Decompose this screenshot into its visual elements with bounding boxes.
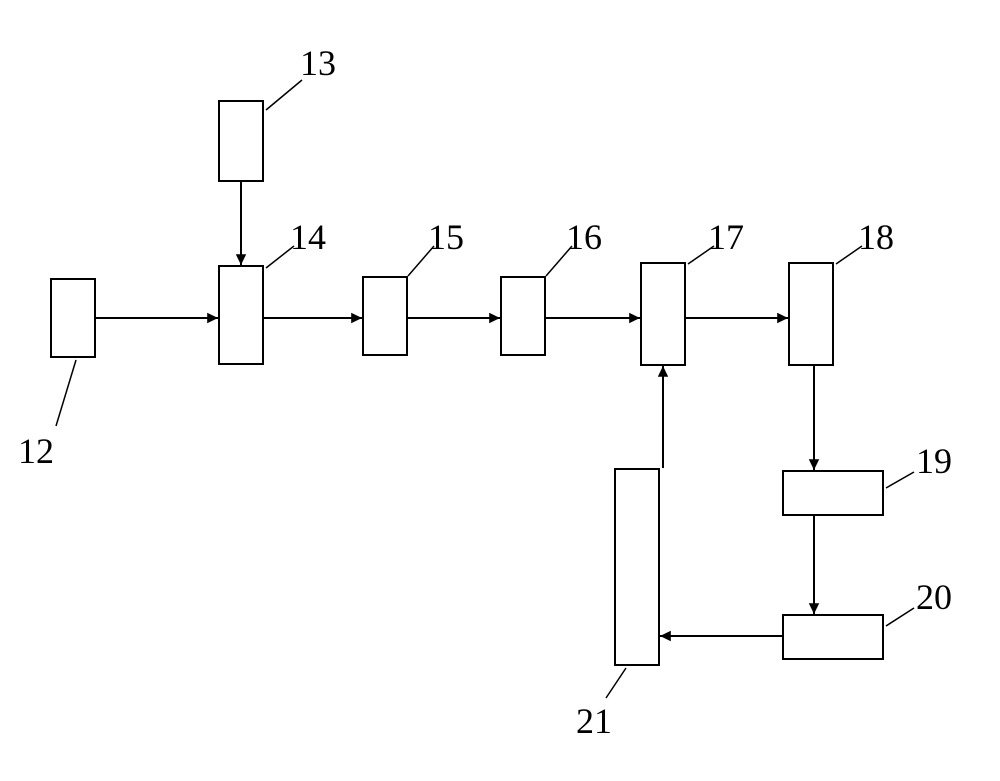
arrow-13-14 — [221, 162, 261, 285]
arrow-14-15 — [244, 298, 382, 338]
arrow-12-14 — [76, 298, 238, 338]
arrow-15-16 — [388, 298, 520, 338]
arrow-20-21 — [640, 616, 802, 656]
label-20: 20 — [916, 576, 952, 618]
leader-line-12 — [51, 355, 81, 431]
arrow-17-18 — [666, 298, 808, 338]
leader-line-13 — [261, 75, 307, 115]
arrow-18-19 — [794, 346, 834, 490]
leader-line-21 — [601, 663, 631, 703]
leader-line-17 — [683, 241, 719, 269]
leader-line-15 — [403, 241, 439, 281]
leader-line-20 — [881, 603, 919, 631]
leader-line-14 — [261, 241, 299, 273]
arrow-21-17 — [643, 346, 683, 488]
leader-line-16 — [541, 241, 577, 281]
arrow-19-20 — [794, 496, 834, 634]
leader-line-18 — [831, 241, 867, 269]
label-12: 12 — [18, 430, 54, 472]
label-21: 21 — [576, 700, 612, 742]
label-19: 19 — [916, 440, 952, 482]
leader-line-19 — [881, 467, 919, 493]
arrow-16-17 — [526, 298, 660, 338]
